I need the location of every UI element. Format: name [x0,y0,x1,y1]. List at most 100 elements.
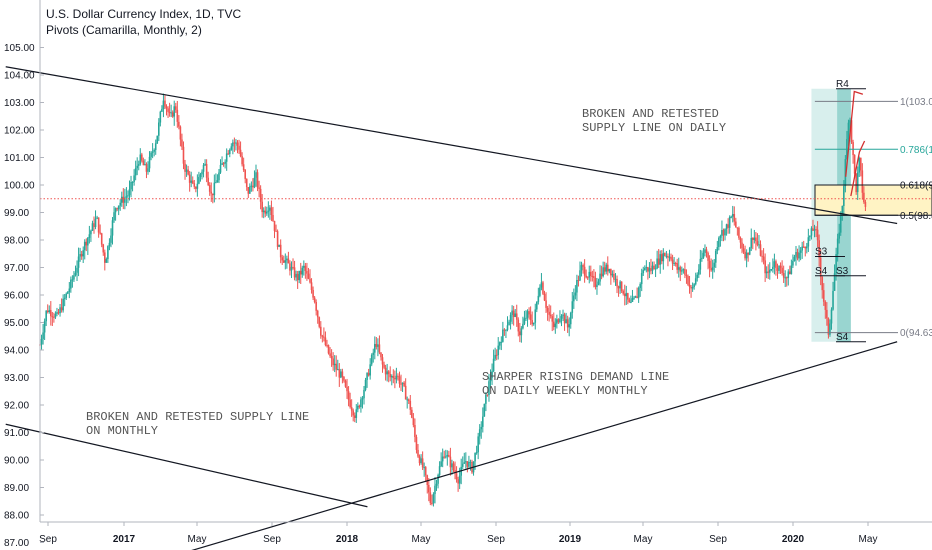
candle-body [710,268,712,271]
candle-body [792,260,794,266]
candle-body [563,314,566,324]
candle-body [336,369,339,371]
candle-body [466,461,469,467]
y-tick-label: 100.00 [4,181,35,192]
candle-body [107,246,109,260]
candle-body [187,169,189,175]
candle-body [282,260,285,263]
fib-and-pivots: 1(103.04 0.786(10 0.618(99 0.5(98.8 0(94.63)… [40,79,932,343]
candle-body [566,319,569,328]
candle-body [512,310,515,317]
candle-body [799,250,802,253]
candle-body [562,314,564,317]
candle-body [255,172,257,178]
candle-body [324,337,327,345]
candle-body [444,456,447,458]
candle-body [849,120,851,123]
candle-body [261,201,263,213]
candle-body [613,273,615,280]
candle-body [505,329,507,331]
candle-body [366,372,368,380]
annotation-text: BROKEN AND RETESTED [582,107,719,121]
candle-body [68,288,71,292]
candle-body [235,142,237,144]
trendline[interactable] [5,423,368,508]
candle-body [94,218,97,227]
candle-body [815,229,817,231]
candle-body [693,284,695,288]
candle-body [458,475,461,484]
candle-body [134,168,137,176]
candle-body [739,237,742,243]
candle-body [360,399,362,407]
candle-body [258,187,260,189]
candle-body [603,267,606,272]
candle-body [741,242,743,249]
candle-body [625,293,628,297]
candle-body [647,267,649,272]
candle-body [117,205,120,210]
candle-body [383,364,385,368]
candle-body [711,267,714,271]
candle-body [111,220,114,236]
candle-body [671,259,674,264]
candle-body [596,284,598,287]
candle-body [480,426,483,430]
candle-body [812,228,814,231]
candle-body [665,255,668,257]
candle-body [580,265,583,271]
candle-body [45,310,47,322]
candle-body [639,284,641,288]
candle-body [485,394,487,404]
candle-body [702,252,705,258]
candle-body [770,269,773,271]
candle-body [312,289,314,298]
trendline[interactable] [5,66,898,225]
candle-body [259,188,262,202]
candle-body [790,265,793,275]
candle-body [315,302,317,311]
candle-body [611,273,614,276]
candle-body [588,271,591,278]
candle-body [421,458,424,468]
candle-body [182,146,185,164]
candle-body [542,282,544,294]
candle-body [782,273,785,278]
candle-body [579,270,581,281]
candle-body [568,324,570,328]
candle-body [730,216,732,218]
y-tick-label: 87.00 [4,538,29,549]
trendlines[interactable] [5,66,898,550]
candle-body [372,352,375,355]
candle-body [448,454,450,457]
candle-body [87,237,89,246]
time-axis[interactable]: Sep 2017 May Sep 2018 May Sep 2019 May Sep 2020 May [39,521,932,545]
candle-body [394,378,396,380]
candle-body [735,221,737,228]
candle-body [765,271,768,274]
candle-body [776,268,779,271]
candle-body [131,181,134,183]
trendline[interactable] [191,341,898,550]
candle-body [208,185,211,192]
candle-body [262,210,265,213]
x-tick-label: Sep [709,534,727,545]
annotation-text: ON MONTHLY [86,424,158,438]
candle-body [602,267,604,277]
candle-body [858,157,861,173]
candle-body [664,253,666,256]
candle-body [145,164,148,172]
candle-body [714,250,717,263]
candle-body [51,316,54,318]
candle-body [691,287,694,289]
candle-body [380,352,382,358]
candle-body [461,463,464,467]
candle-body [320,326,322,336]
candle-body [119,202,122,206]
price-axis[interactable]: 105.00 104.00 103.00 102.00 101.00 100.00 99.0… [4,0,44,549]
candle-body [819,257,822,277]
candle-body [637,287,640,299]
pivot-label: S3 [836,266,849,277]
candle-body [338,369,341,378]
